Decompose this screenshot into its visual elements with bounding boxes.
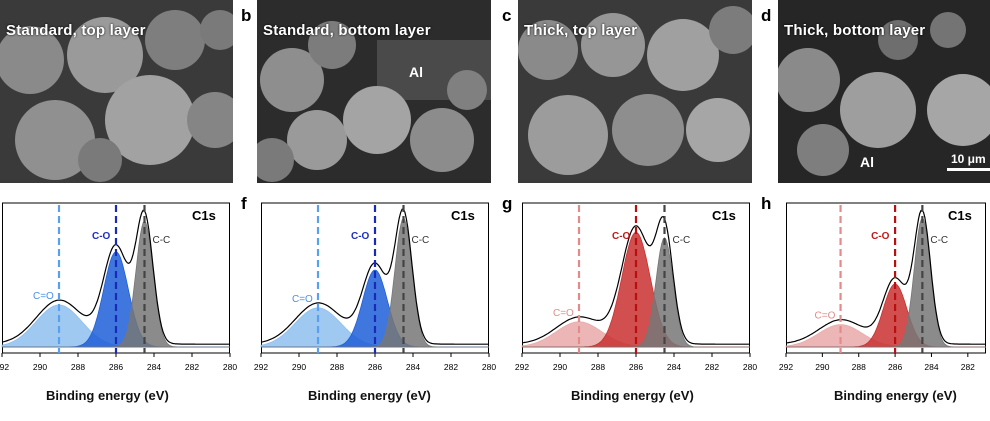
- peak-label: C-O: [871, 231, 890, 242]
- xps-chart-h: C=O C-O C-C C1s 292 290 288 286 284 282: [779, 193, 986, 375]
- x-axis-label: Binding energy (eV): [46, 388, 169, 403]
- x-axis-label: Binding energy (eV): [308, 388, 431, 403]
- peak-label: C-C: [412, 235, 430, 246]
- chart-title: C1s: [451, 208, 475, 223]
- chart-svg: C=O C-O C-C C1s 292 290 288 286 284 282 280: [0, 202, 237, 372]
- envelope-line: [521, 215, 750, 345]
- peak-label: C-O: [351, 231, 370, 242]
- panel-letter-f: f: [241, 194, 247, 213]
- x-tick-label: 282: [444, 362, 458, 372]
- x-tick-label: 282: [961, 362, 975, 372]
- panel-letter-h: h: [761, 194, 772, 213]
- peak-label: C-O: [612, 231, 631, 242]
- sem-image-standard-top: Standard, top layer: [0, 0, 233, 183]
- chart-title: C1s: [192, 208, 216, 223]
- sem-texture: [778, 0, 990, 183]
- panel-letter-b: b: [241, 6, 252, 25]
- sem-caption: Standard, bottom layer: [263, 22, 431, 39]
- x-tick-label: 284: [924, 362, 938, 372]
- sem-image-standard-bottom: Standard, bottom layer Al: [257, 0, 491, 183]
- scale-bar: [947, 168, 990, 171]
- sem-texture: [257, 0, 491, 183]
- x-tick-label: 292: [254, 362, 268, 372]
- peak-label: C=O: [815, 311, 836, 322]
- x-tick-label: 290: [553, 362, 567, 372]
- x-tick-label: 290: [33, 362, 47, 372]
- envelope-line: [785, 209, 986, 345]
- x-tick-label: 288: [330, 362, 344, 372]
- sem-image-thick-bottom: Thick, bottom layer Al: [778, 0, 990, 183]
- x-tick-label: 282: [185, 362, 199, 372]
- chart-svg: C=O C-O C-C C1s 292 290 288 286 284 282 280: [515, 202, 757, 372]
- sem-texture: [518, 0, 752, 183]
- x-tick-label: 280: [482, 362, 496, 372]
- x-tick-label: 292: [515, 362, 529, 372]
- x-tick-label: 284: [406, 362, 420, 372]
- x-tick-label: 288: [591, 362, 605, 372]
- xps-chart-f: C=O C-O C-C C1s 292 290 288 286 284 282 280: [254, 193, 496, 375]
- x-tick-label: 290: [292, 362, 306, 372]
- scale-bar-label: 10 μm: [951, 152, 986, 166]
- x-axis-label: Binding energy (eV): [834, 388, 957, 403]
- peak-c-c: [2, 220, 230, 348]
- peak-label: C-C: [930, 235, 948, 246]
- x-tick-label: 288: [852, 362, 866, 372]
- x-tick-label: 292: [779, 362, 793, 372]
- sem-caption: Thick, bottom layer: [784, 22, 926, 39]
- chart-svg: C=O C-O C-C C1s 292 290 288 286 284 282 280: [254, 202, 496, 372]
- x-tick-label: 286: [888, 362, 902, 372]
- panel-letter-d: d: [761, 6, 772, 25]
- x-tick-label: 288: [71, 362, 85, 372]
- x-tick-label: 282: [705, 362, 719, 372]
- peak-label: C-C: [153, 235, 171, 246]
- sem-texture: [0, 0, 233, 183]
- x-tick-label: 280: [223, 362, 237, 372]
- xps-chart-e: C=O C-O C-C C1s 292 290 288 286 284 282 280: [0, 193, 237, 375]
- x-tick-label: 284: [147, 362, 161, 372]
- panel-letter-c: c: [502, 6, 512, 25]
- peak-label: C=O: [553, 308, 574, 319]
- aluminum-label: Al: [860, 154, 874, 170]
- x-tick-label: 280: [743, 362, 757, 372]
- peak-label: C-C: [673, 235, 691, 246]
- chart-title: C1s: [712, 208, 736, 223]
- sem-image-thick-top: Thick, top layer: [518, 0, 752, 183]
- peak-c-c: [522, 237, 750, 348]
- sem-caption: Standard, top layer: [6, 22, 146, 39]
- xps-chart-g: C=O C-O C-C C1s 292 290 288 286 284 282 280: [515, 193, 757, 375]
- peak-label: C-O: [92, 231, 111, 242]
- x-axis-label: Binding energy (eV): [571, 388, 694, 403]
- peak-c-c: [786, 217, 986, 348]
- panel-letter-g: g: [502, 194, 513, 213]
- x-tick-label: 290: [815, 362, 829, 372]
- chart-title: C1s: [948, 208, 972, 223]
- peak-label: C=O: [33, 291, 54, 302]
- x-tick-label: 292: [0, 362, 9, 372]
- x-tick-label: 284: [667, 362, 681, 372]
- peak-c-c: [261, 217, 489, 348]
- peak-label: C=O: [292, 294, 313, 305]
- x-tick-label: 286: [109, 362, 123, 372]
- sem-caption: Thick, top layer: [524, 22, 638, 39]
- plot-frame: [786, 202, 986, 354]
- x-tick-label: 286: [629, 362, 643, 372]
- x-tick-label: 286: [368, 362, 382, 372]
- aluminum-label: Al: [409, 64, 423, 80]
- chart-svg: C=O C-O C-C C1s 292 290 288 286 284 282: [779, 202, 986, 372]
